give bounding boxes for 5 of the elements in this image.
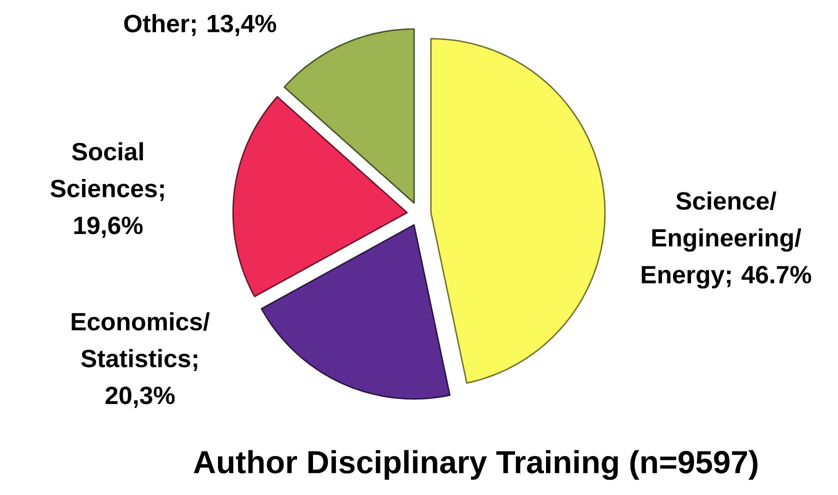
text: Author Disciplinary Training (n=9597) bbox=[194, 450, 758, 480]
slice-label: Other; 13,4% bbox=[124, 14, 276, 36]
slice-label: Science/Engineering/Energy; 46.7% bbox=[642, 191, 812, 289]
slice-label: Economics/Statistics; 20,3% bbox=[72, 312, 210, 408]
slice-label: Social Sciences; 19,6% bbox=[50, 142, 164, 238]
